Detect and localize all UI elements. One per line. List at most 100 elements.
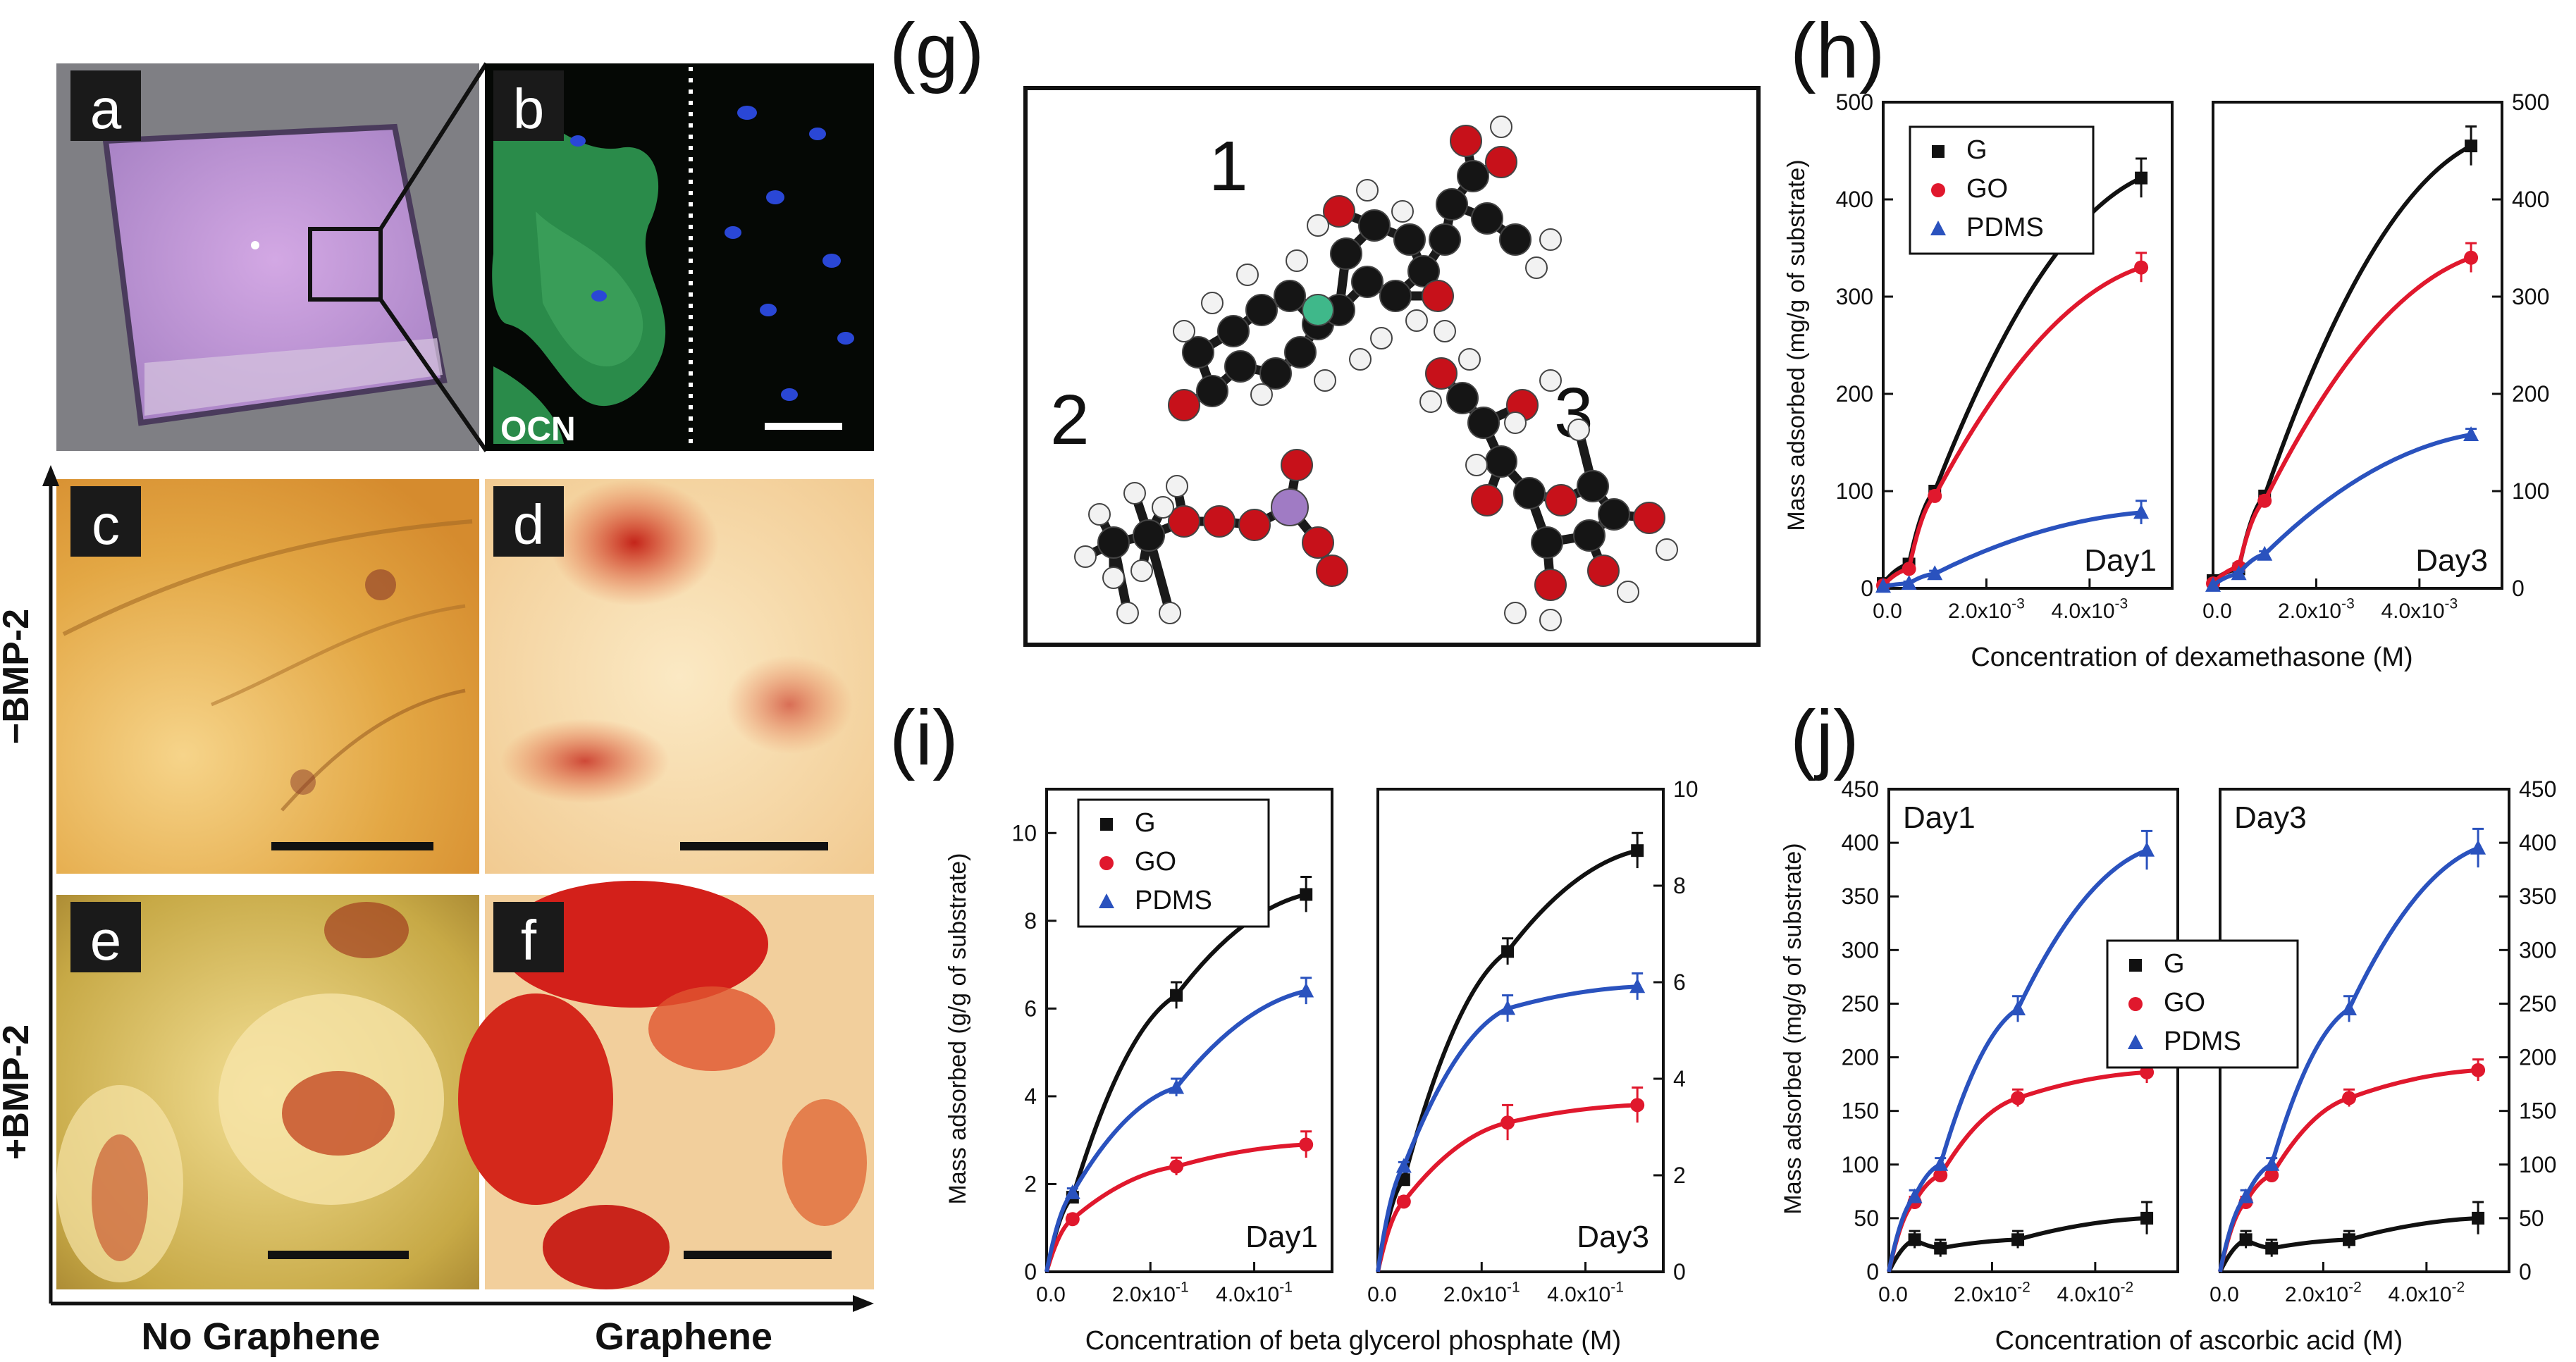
panel-letter-b: b — [513, 78, 545, 140]
legend-marker-g — [1932, 145, 1945, 158]
atom-H — [1314, 369, 1336, 392]
chip-speck — [251, 241, 259, 249]
atom-H — [1074, 545, 1097, 568]
x-tick-label: 4.0x10-3 — [2051, 596, 2128, 624]
mineral-deposit — [324, 902, 409, 958]
legend-label-g: G — [2164, 949, 2185, 979]
chart-i: (i) 0.0 2.0x10-1 4.0x10-1 0 2 4 6 8 10 Day1 0.0 2.0x… — [889, 695, 1699, 1356]
atom-H — [1539, 369, 1562, 392]
atom-H — [1152, 496, 1174, 519]
panel-letter-a: a — [90, 78, 122, 140]
mineral-deposit — [92, 1134, 148, 1261]
x-tick-label: 4.0x10-3 — [2381, 596, 2458, 624]
mineral-deposit — [500, 881, 768, 1008]
panel-letter-c: c — [92, 493, 120, 556]
atom-C — [1097, 526, 1130, 559]
atom-O — [1545, 484, 1577, 516]
y-tick-label: 200 — [2512, 381, 2549, 407]
panel-letter-box-c — [70, 486, 141, 557]
atom-H — [1130, 559, 1153, 582]
data-point-go — [1169, 1159, 1184, 1174]
atom-H — [1391, 200, 1414, 223]
x-tick-label: 0.0 — [1036, 1283, 1066, 1306]
data-point-go — [1630, 1098, 1645, 1113]
atom-O — [1633, 502, 1665, 534]
panel-letter-d: d — [513, 493, 545, 556]
legend: G GO PDMS — [1909, 125, 2095, 255]
legend-marker-go — [1099, 856, 1114, 870]
legend-marker-pdms — [1099, 893, 1114, 908]
photo-panel-f: f — [458, 881, 874, 1289]
atom-O — [1316, 555, 1348, 587]
photo-panel-b: OCN b — [485, 63, 874, 451]
scale-bar-e — [268, 1251, 409, 1259]
plot-frame — [1376, 788, 1665, 1273]
y-tick-label: 0 — [1866, 1259, 1879, 1284]
data-point-pdms — [1064, 1184, 1080, 1199]
panel-letter-box-b — [493, 70, 564, 141]
data-point-go — [1500, 1115, 1515, 1130]
data-point-pdms — [2257, 545, 2273, 561]
atom-O — [1168, 505, 1200, 538]
day-label: Day3 — [2415, 543, 2488, 578]
y-tick-label: 500 — [1836, 89, 1873, 115]
atom-C — [1133, 519, 1165, 552]
row-label-top: −BMP-2 — [0, 609, 37, 744]
legend-label-pdms: PDMS — [1966, 213, 2044, 242]
atom-C — [1358, 209, 1391, 242]
data-point-go — [2471, 1063, 2486, 1077]
cell-body — [290, 769, 316, 795]
atom-C — [1245, 294, 1278, 326]
atom-H — [1465, 454, 1488, 476]
x-tick-label: 2.0x10-3 — [1948, 596, 2025, 624]
data-point-pdms — [1169, 1079, 1185, 1094]
atom-H — [1539, 228, 1562, 251]
x-tick-label: 0.0 — [2210, 1283, 2239, 1306]
atom-O — [1485, 146, 1517, 178]
day-label: Day3 — [1577, 1220, 1649, 1254]
x-tick-label: 4.0x10-1 — [1547, 1280, 1624, 1307]
panel-letter: (j) — [1790, 695, 1859, 781]
chart-h: (h) 0.0 2.0x10-3 4.0x10-3 0 100 200 300 400 500 Da… — [1783, 8, 2549, 672]
fit-line-pdms — [1044, 989, 1307, 1273]
y-tick-label: 400 — [2512, 187, 2549, 212]
y-tick-label: 250 — [2519, 991, 2556, 1016]
legend-marker-go — [2128, 997, 2143, 1011]
atom-O — [1238, 509, 1271, 541]
panel-letter-box-a — [70, 70, 141, 141]
zoom-line-bottom — [378, 298, 488, 452]
data-point-go — [2464, 250, 2479, 265]
y-tick-label: 100 — [1842, 1152, 1879, 1177]
data-point-pdms — [2470, 839, 2486, 855]
y-tick-label: 0 — [1024, 1259, 1037, 1284]
atom-H — [1656, 538, 1678, 561]
atom-H — [1250, 383, 1273, 406]
atom-O — [1471, 484, 1503, 516]
legend-label-pdms: PDMS — [1135, 886, 1212, 915]
x-tick-label: 4.0x10-2 — [2057, 1280, 2133, 1307]
molecule-label-2: 2 — [1050, 380, 1090, 459]
atom-H — [1525, 256, 1548, 279]
stain-label: OCN — [500, 411, 576, 448]
panel-letter-box-e — [70, 902, 141, 972]
y-tick-label: 200 — [1842, 1045, 1879, 1070]
x-tick-label: 4.0x10-2 — [2388, 1280, 2465, 1307]
data-point-g — [2140, 1211, 2154, 1225]
data-point-pdms — [2341, 1001, 2358, 1016]
photo-panel-d: d — [485, 479, 874, 874]
data-point-pdms — [1395, 1158, 1412, 1173]
panel-letter-g: (g) — [889, 8, 984, 94]
atom-O — [1323, 195, 1355, 228]
y-tick-label: 0 — [2512, 576, 2525, 601]
atom-F — [1302, 294, 1334, 326]
atom-H — [1419, 390, 1442, 413]
atom-H — [1286, 249, 1308, 272]
data-point-go — [1396, 1194, 1411, 1209]
y-tick-label: 4 — [1024, 1084, 1037, 1109]
subplot-day3: 0.0 2.0x10-3 4.0x10-3 0 100 200 300 400 500 Day3 — [2202, 89, 2549, 623]
fit-line-go — [1044, 1142, 1307, 1273]
atom-H — [1617, 581, 1639, 603]
data-point-go — [1928, 488, 1942, 503]
atom-H — [1201, 292, 1224, 314]
atom-C — [1379, 280, 1412, 312]
